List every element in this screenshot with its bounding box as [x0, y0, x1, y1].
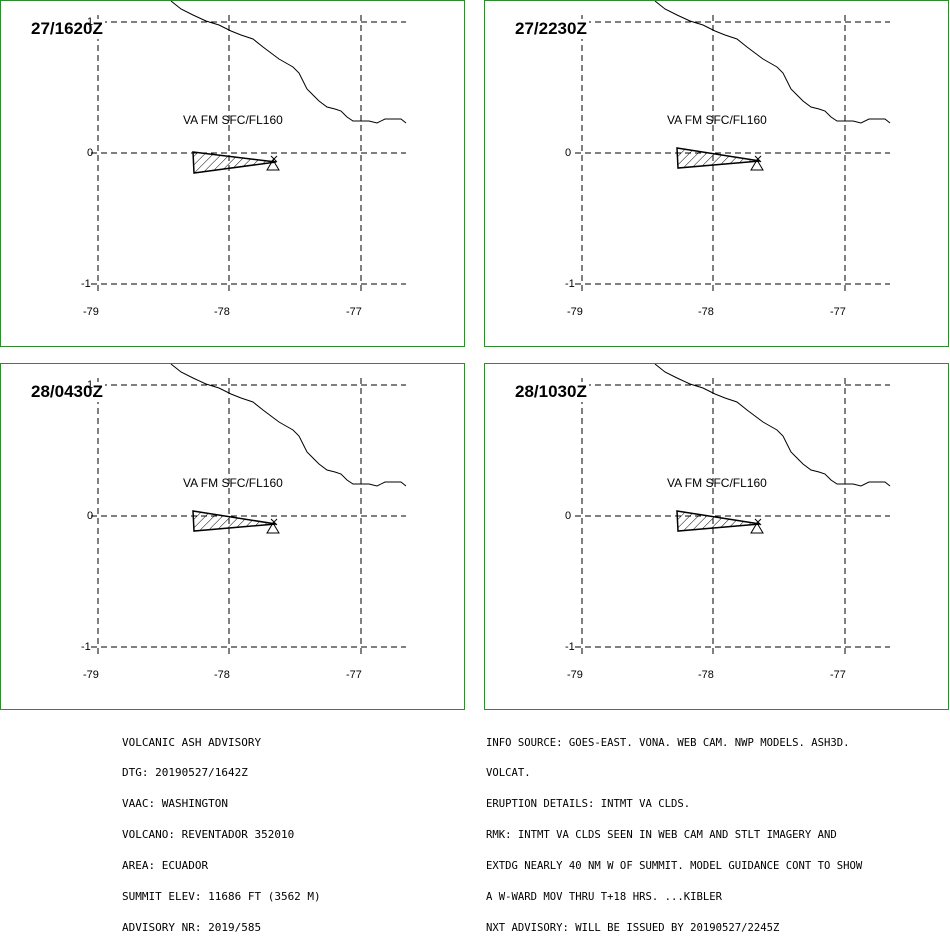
lon-label-79: -79 [83, 306, 99, 318]
advisory-line: VOLCAT. [486, 767, 531, 780]
forecast-panel-4: 28/1030Z VA FM SFC/FL160 0 -1 -79 -78 -7… [484, 363, 949, 710]
lat-label-0: 0 [565, 510, 572, 522]
lat-label-1: 1 [87, 379, 94, 391]
graticule [575, 378, 890, 656]
panel-time: 27/2230Z [513, 19, 589, 39]
ash-cloud-polygon [192, 510, 277, 532]
lat-label-0: 0 [87, 510, 94, 522]
advisory-line: NXT ADVISORY: WILL BE ISSUED BY 20190527… [486, 921, 780, 934]
advisory-line: INFO SOURCE: GOES-EAST. VONA. WEB CAM. N… [486, 736, 850, 749]
ash-cloud-polygon [676, 510, 761, 532]
advisory-line: VOLCANIC ASH ADVISORY [122, 735, 262, 749]
advisory-line: AREA: ECUADOR [122, 859, 209, 873]
graticule [91, 15, 406, 293]
advisory-line: VAAC: WASHINGTON [122, 797, 228, 811]
lat-label-1: 1 [87, 16, 94, 28]
advisory-line: EXTDG NEARLY 40 NM W OF SUMMIT. MODEL GU… [486, 860, 863, 873]
lat-label-neg1: -1 [81, 278, 91, 290]
ash-layer-label: VA FM SFC/FL160 [667, 113, 767, 127]
forecast-panel-1: 27/1620Z VA FM SFC/FL160 1 0 -1 -79 -78 … [0, 0, 465, 347]
lon-label-77: -77 [830, 669, 846, 681]
ash-layer-label: VA FM SFC/FL160 [183, 113, 283, 127]
volcano-icon [750, 155, 764, 171]
graticule [91, 378, 406, 656]
lat-label-neg1: -1 [565, 641, 575, 653]
lon-label-78: -78 [214, 669, 230, 681]
forecast-panel-3: 28/0430Z VA FM SFC/FL160 1 0 -1 -79 -78 … [0, 363, 465, 710]
map-graphic [575, 364, 891, 656]
map-graphic [575, 1, 891, 293]
lon-label-78: -78 [698, 669, 714, 681]
advisory-line: A W-WARD MOV THRU T+18 HRS. ...KIBLER [486, 891, 722, 904]
advisory-line: DTG: 20190527/1642Z [122, 766, 248, 780]
coastline [654, 364, 891, 487]
advisory-line: VOLCANO: REVENTADOR 352010 [122, 828, 295, 842]
lon-label-78: -78 [698, 306, 714, 318]
lon-label-77: -77 [346, 306, 362, 318]
coastline [170, 364, 407, 487]
lon-label-78: -78 [214, 306, 230, 318]
ash-cloud-polygon [192, 151, 277, 174]
lon-label-79: -79 [567, 306, 583, 318]
lon-label-79: -79 [567, 669, 583, 681]
volcano-icon [750, 518, 764, 534]
lat-label-neg1: -1 [565, 278, 575, 290]
lon-label-77: -77 [346, 669, 362, 681]
advisory-details-text: INFO SOURCE: GOES-EAST. VONA. WEB CAM. N… [486, 717, 946, 944]
advisory-line: ERUPTION DETAILS: INTMT VA CLDS. [486, 798, 691, 811]
map-graphic [91, 364, 407, 656]
panel-time: 27/1620Z [29, 19, 105, 39]
advisory-line: ADVISORY NR: 2019/585 [122, 920, 262, 934]
lat-label-0: 0 [565, 147, 572, 159]
coastline [170, 1, 407, 124]
ash-cloud-polygon [676, 147, 761, 169]
advisory-line: RMK: INTMT VA CLDS SEEN IN WEB CAM AND S… [486, 829, 837, 842]
lon-label-77: -77 [830, 306, 846, 318]
lat-label-0: 0 [87, 147, 94, 159]
ash-layer-label: VA FM SFC/FL160 [667, 476, 767, 490]
graticule [575, 15, 890, 293]
lat-label-neg1: -1 [81, 641, 91, 653]
forecast-panel-2: 27/2230Z VA FM SFC/FL160 0 -1 -79 -78 -7… [484, 0, 949, 347]
panel-time: 28/0430Z [29, 382, 105, 402]
advisory-header-text: VOLCANIC ASH ADVISORY DTG: 20190527/1642… [122, 717, 472, 944]
lon-label-79: -79 [83, 669, 99, 681]
coastline [654, 1, 891, 124]
volcano-icon [266, 155, 280, 171]
advisory-line: SUMMIT ELEV: 11686 FT (3562 M) [122, 890, 321, 904]
volcano-icon [266, 518, 280, 534]
ash-layer-label: VA FM SFC/FL160 [183, 476, 283, 490]
map-graphic [91, 1, 407, 293]
panel-time: 28/1030Z [513, 382, 589, 402]
